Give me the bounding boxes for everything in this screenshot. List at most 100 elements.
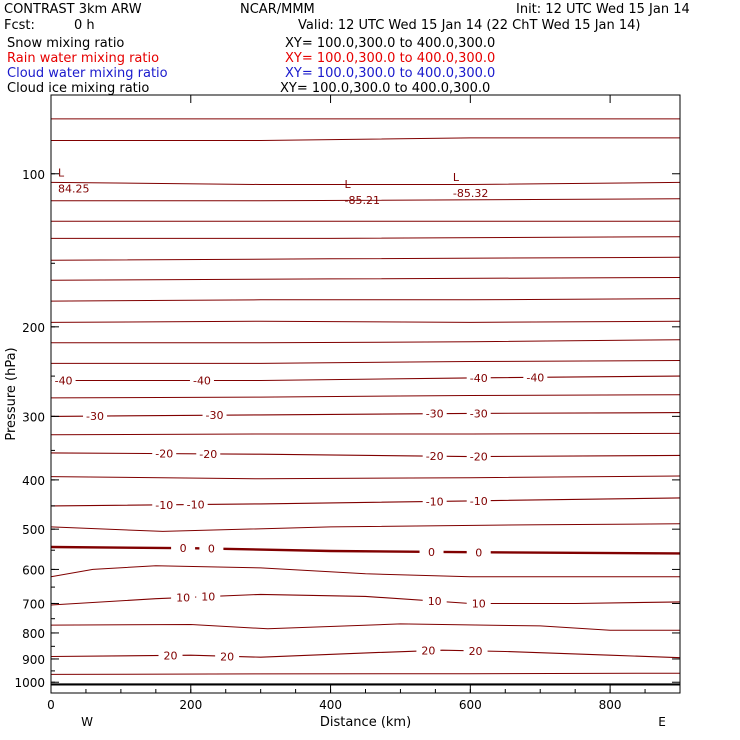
west-label: W (81, 715, 93, 729)
isotherm-line (51, 375, 681, 382)
east-label: E (658, 715, 666, 729)
isotherm-line (50, 593, 681, 606)
isotherm-label: 10 (176, 592, 190, 605)
contour-line (50, 475, 681, 480)
x-tick-label: 800 (599, 698, 622, 712)
isotherm-label: 0 (428, 546, 435, 559)
isotherm-label: -30 (206, 409, 224, 422)
field-rain-name: Rain water mixing ratio (7, 51, 160, 66)
valid-time: Valid: 12 UTC Wed 15 Jan 14 (22 ChT Wed … (298, 18, 641, 33)
isotherm-label: 10 (428, 595, 442, 608)
low-value: -85.32 (453, 187, 488, 200)
y-tick-label: 200 (22, 321, 45, 335)
contour-line (50, 523, 681, 532)
contour-line (50, 623, 680, 631)
isotherm-label: -20 (199, 448, 217, 461)
low-marker: L (345, 178, 352, 191)
y-tick-label: 700 (22, 597, 45, 611)
contour-line (51, 236, 681, 239)
label-mask (152, 498, 177, 511)
y-tick-label: 900 (22, 653, 45, 667)
isotherm-line (50, 412, 681, 417)
isotherm-label: 20 (469, 645, 483, 658)
field-snow-xy: XY= 100.0,300.0 to 400.0,300.0 (285, 36, 496, 51)
label-mask (463, 644, 488, 657)
isotherm-label: -30 (426, 408, 444, 421)
field-cloudwater-name: Cloud water mixing ratio (7, 66, 168, 81)
isotherm-label: 10 (201, 591, 215, 604)
isotherm-label: -40 (526, 371, 544, 384)
y-axis-title: Pressure (hPa) (4, 347, 19, 440)
contour-line (51, 360, 681, 364)
isotherm-label: 10 (472, 597, 486, 610)
isotherm-label: -20 (155, 448, 173, 461)
x-tick-label: 200 (179, 698, 202, 712)
label-mask (199, 542, 224, 555)
model-title: CONTRAST 3km ARW (4, 2, 142, 17)
x-tick-label: 0 (47, 698, 55, 712)
contour-line (50, 672, 681, 675)
low-marker: L (58, 166, 65, 179)
label-mask (215, 650, 240, 663)
label-mask (158, 649, 183, 662)
y-tick-label: 800 (22, 627, 45, 641)
field-cloudwater-xy: XY= 100.0,300.0 to 400.0,300.0 (285, 66, 496, 81)
isotherm-label: 0 (208, 543, 215, 556)
isotherm-label: -20 (470, 451, 488, 464)
contour-line (50, 394, 681, 399)
low-value: -85.21 (345, 194, 380, 207)
isotherm-label: -40 (470, 372, 488, 385)
field-rain-xy: XY= 100.0,300.0 to 400.0,300.0 (285, 51, 496, 66)
contour-line (51, 137, 680, 141)
label-mask (466, 407, 491, 420)
isotherm-line (50, 649, 681, 659)
isotherm-label: 0 (475, 546, 482, 559)
y-tick-label: 600 (22, 563, 45, 577)
init-time: Init: 12 UTC Wed 15 Jan 14 (516, 2, 690, 17)
contour-line (50, 256, 681, 261)
label-mask (196, 447, 221, 460)
forecast-value: 0 h (74, 18, 95, 33)
contour-line (50, 565, 680, 578)
label-mask (202, 409, 227, 422)
low-value: 84.25 (58, 182, 90, 195)
isotherm-label: -10 (155, 499, 173, 512)
isotherm-label: -10 (187, 499, 205, 512)
label-mask (466, 371, 491, 384)
contour-line (50, 277, 681, 281)
label-mask (419, 545, 444, 558)
label-mask (466, 450, 491, 463)
contour-line (50, 298, 681, 302)
low-marker: L (453, 171, 460, 184)
isotherm-label: -30 (470, 407, 488, 420)
isotherm-line (50, 545, 681, 555)
label-mask (466, 494, 491, 507)
label-mask (171, 591, 196, 604)
isotherm-label: -10 (426, 495, 444, 508)
label-mask (171, 542, 196, 555)
y-tick-label: 1000 (14, 676, 45, 690)
contour-line (51, 339, 681, 344)
label-mask (183, 498, 208, 511)
field-snow-name: Snow mixing ratio (7, 36, 125, 51)
isotherm-label: 20 (164, 649, 178, 662)
field-cloudice-name: Cloud ice mixing ratio (7, 81, 150, 96)
isotherm-label: -40 (55, 374, 73, 387)
isotherm-label: 20 (220, 650, 234, 663)
y-tick-label: 300 (22, 410, 45, 424)
isotherm-label: -10 (470, 495, 488, 508)
x-tick-label: 400 (319, 698, 342, 712)
label-mask (422, 450, 447, 463)
forecast-label: Fcst: (4, 18, 35, 33)
label-mask (196, 590, 221, 603)
label-mask (422, 595, 447, 608)
isotherm-label: 0 (180, 542, 187, 555)
label-mask (466, 597, 491, 610)
isotherm-line (50, 452, 681, 458)
label-mask (416, 644, 441, 657)
contour-line (50, 432, 681, 436)
label-mask (422, 407, 447, 420)
contour-line (50, 181, 681, 185)
